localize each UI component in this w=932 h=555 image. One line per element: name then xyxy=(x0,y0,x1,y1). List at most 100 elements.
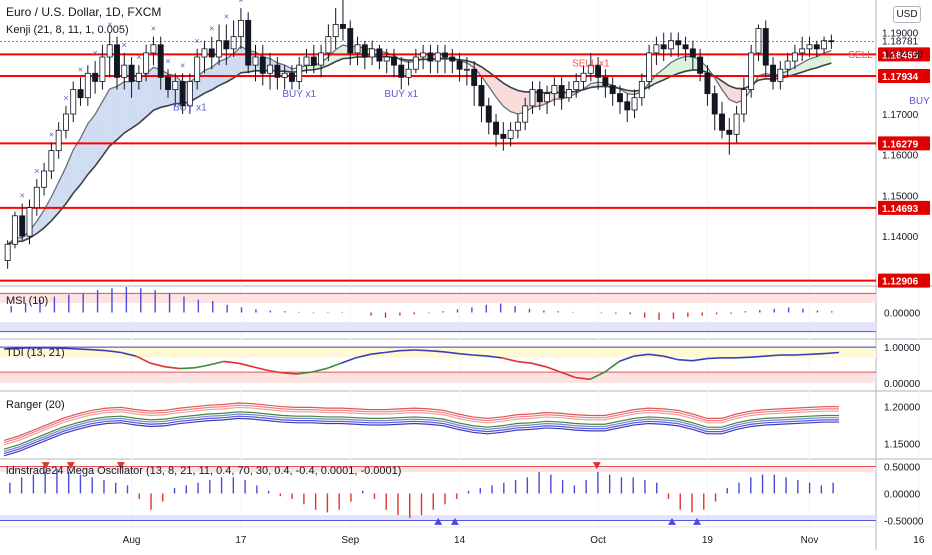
candle-body xyxy=(158,45,163,78)
tdi-line-segment xyxy=(795,354,810,355)
candle-body xyxy=(457,61,462,69)
candle-body xyxy=(508,130,513,138)
kenji-cloud-segment xyxy=(219,59,226,86)
tdi-tick-label: 0.00000 xyxy=(884,379,921,390)
signal-label: SELL xyxy=(848,50,873,61)
candle-body xyxy=(122,65,127,77)
trend-marker-x: × xyxy=(165,56,170,66)
candle-body xyxy=(632,98,637,110)
candle-body xyxy=(78,90,83,98)
trend-marker-x: × xyxy=(136,52,141,62)
currency-button[interactable]: USD xyxy=(893,6,921,23)
candle-body xyxy=(800,49,805,53)
tdi-low-band xyxy=(0,372,876,383)
candle-body xyxy=(246,20,251,65)
candle-body xyxy=(683,45,688,49)
countdown-label: 12:14:30 xyxy=(884,49,923,60)
candle-body xyxy=(763,29,768,66)
candle-body xyxy=(216,41,221,57)
candle-body xyxy=(668,41,673,49)
candle-body xyxy=(442,53,447,57)
candle-body xyxy=(282,73,287,77)
level-tag-label: 1.12906 xyxy=(882,277,919,288)
mega-tick-label: 0.00000 xyxy=(884,490,921,501)
tdi-line-segment xyxy=(77,349,92,350)
signal-label: BUY x1 xyxy=(384,89,418,100)
tdi-line-segment xyxy=(810,354,825,355)
candle-body xyxy=(100,57,105,81)
candle-body xyxy=(719,114,724,130)
time-tick-label: Sep xyxy=(341,535,359,546)
candle-body xyxy=(559,86,564,98)
candle-body xyxy=(617,94,622,102)
candle-body xyxy=(639,81,644,97)
candle-body xyxy=(202,49,207,57)
kenji-cloud-segment xyxy=(511,87,518,114)
candle-body xyxy=(224,41,229,49)
time-tick-label: Aug xyxy=(123,535,141,546)
candle-body xyxy=(362,45,367,57)
chart-title: Euro / U.S. Dollar, 1D, FXCM xyxy=(6,5,161,19)
trend-marker-x: × xyxy=(224,11,229,21)
candle-body xyxy=(20,216,25,236)
candle-body xyxy=(71,90,76,114)
price-tick-label: 1.15000 xyxy=(882,191,919,202)
candle-body xyxy=(537,90,542,102)
candle-body xyxy=(493,122,498,134)
trend-marker-x: × xyxy=(209,24,214,34)
trend-marker-x: × xyxy=(180,60,185,70)
candle-body xyxy=(384,57,389,61)
mega-tick-label: -0.50000 xyxy=(884,517,924,528)
candle-body xyxy=(523,106,528,122)
kenji-cloud-segment xyxy=(110,86,117,146)
kenji-cloud-segment xyxy=(146,67,153,117)
candle-body xyxy=(27,208,32,237)
tdi-line-segment xyxy=(429,351,444,352)
candle-body xyxy=(260,57,265,73)
kenji-cloud-segment xyxy=(117,82,124,140)
signal-label: BUY x1 xyxy=(282,89,316,100)
kenji-cloud-segment xyxy=(204,67,211,93)
candle-body xyxy=(333,24,338,36)
time-tick-label: 19 xyxy=(702,535,714,546)
candle-body xyxy=(486,106,491,122)
candle-body xyxy=(413,57,418,69)
candle-body xyxy=(304,57,309,65)
ranger-tick-label: 1.15000 xyxy=(884,439,921,450)
tdi-line-segment xyxy=(736,357,751,358)
candle-body xyxy=(63,114,68,130)
trend-marker-x: × xyxy=(20,191,25,201)
kenji-cloud-segment xyxy=(132,80,139,128)
msi-upper-band xyxy=(0,293,876,303)
signal-label: BUY x1 xyxy=(173,103,207,114)
last-price-label: 1.18781 xyxy=(882,36,919,47)
level-tag-label: 1.14693 xyxy=(882,204,919,215)
candle-body xyxy=(741,90,746,114)
candle-body xyxy=(515,122,520,130)
candle-body xyxy=(377,49,382,61)
level-tag-label: 1.17934 xyxy=(882,72,919,83)
candle-body xyxy=(428,53,433,61)
candle-body xyxy=(450,57,455,61)
trend-marker-x: × xyxy=(92,48,97,58)
candle-body xyxy=(42,171,47,187)
candle-body xyxy=(289,73,294,81)
candle-body xyxy=(165,77,170,89)
candle-body xyxy=(785,61,790,69)
trend-marker-x: × xyxy=(34,166,39,176)
candle-body xyxy=(326,37,331,53)
candle-body xyxy=(625,102,630,110)
time-tick-label: 14 xyxy=(454,535,466,546)
candle-body xyxy=(727,130,732,134)
candle-body xyxy=(464,69,469,70)
candle-body xyxy=(56,130,61,150)
candle-body xyxy=(231,37,236,49)
msi-tick-label: 0.00000 xyxy=(884,309,921,320)
candle-body xyxy=(107,45,112,57)
candle-body xyxy=(173,81,178,89)
candle-body xyxy=(268,65,273,73)
candle-body xyxy=(647,53,652,82)
ranger-title: Ranger (20) xyxy=(6,399,65,411)
candle-body xyxy=(421,53,426,57)
